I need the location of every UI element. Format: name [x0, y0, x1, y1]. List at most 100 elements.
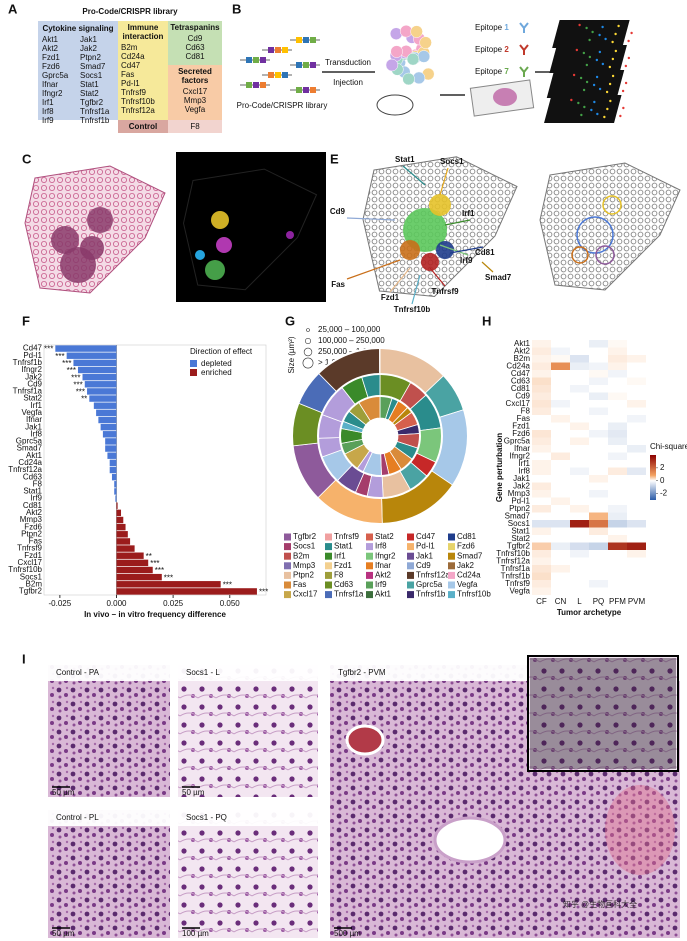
heat-cell	[589, 340, 608, 348]
signal	[585, 26, 588, 30]
legend-swatch	[284, 571, 291, 579]
heat-cell	[627, 557, 646, 565]
tumor-region	[436, 241, 454, 259]
legend-swatch	[190, 360, 197, 367]
x-tick-label: 0.025	[163, 599, 184, 608]
image-title: Socs1 - PQ	[186, 813, 227, 822]
legend-swatch	[366, 581, 373, 589]
bar	[116, 502, 118, 509]
signal	[596, 112, 599, 116]
heat-cell	[551, 572, 570, 580]
bar	[109, 466, 117, 474]
heat-cell	[627, 362, 646, 370]
heat-cell	[589, 497, 608, 505]
heat-cell	[532, 370, 551, 378]
y-tick-label: Ifngr2	[22, 365, 43, 374]
gene: Fzd6	[42, 62, 60, 71]
legend-swatch	[366, 543, 373, 551]
heat-cell	[589, 445, 608, 453]
y-tick-label: Gprc5a	[16, 437, 43, 446]
bar	[96, 409, 117, 417]
heat-cell	[589, 437, 608, 445]
legend-label: Pd-l1	[416, 542, 435, 551]
heat-cell	[589, 572, 608, 580]
legend-swatch	[325, 581, 332, 589]
y-tick-label: Cd9	[27, 379, 42, 388]
tumor-region	[400, 240, 420, 260]
significance: **	[81, 395, 87, 404]
gene-label: Socs1	[440, 157, 464, 166]
pointer	[389, 267, 411, 293]
vector-segment	[282, 72, 288, 78]
heat-cell	[532, 430, 551, 438]
row-label: Irf1	[518, 459, 530, 468]
heat-cell	[551, 557, 570, 565]
heat-cell	[551, 535, 570, 543]
bar	[107, 452, 117, 459]
signal	[583, 105, 586, 109]
gene-label: Irf1	[462, 209, 475, 218]
y-tick-label: Tnfrsf1a	[13, 387, 43, 396]
panel-letter: G	[285, 313, 295, 328]
bar	[114, 481, 117, 488]
gene: Socs1	[80, 71, 103, 80]
legend-swatch	[284, 543, 291, 551]
image-title: Control - PL	[56, 813, 99, 822]
cell-secreted	[168, 65, 222, 120]
signal	[577, 101, 580, 105]
legend-swatch	[366, 552, 373, 560]
pointer	[449, 246, 484, 254]
epitope-number: 2	[504, 45, 509, 54]
heat-cell	[551, 587, 570, 595]
signal	[621, 89, 625, 93]
bar	[116, 566, 153, 574]
title-bg	[48, 665, 170, 681]
heat-cell	[570, 467, 589, 475]
heat-cell	[627, 437, 646, 445]
cell	[417, 50, 431, 63]
group-heading: factors	[182, 76, 209, 85]
row-label: Akt2	[514, 346, 531, 355]
row-label: Tnfrsf10b	[496, 549, 530, 558]
heat-cell	[551, 355, 570, 363]
legend-swatch	[284, 552, 291, 560]
image-title: Control - PA	[56, 668, 100, 677]
heat-cell	[608, 400, 627, 408]
row-label: Smad7	[505, 511, 531, 520]
bar	[98, 416, 117, 424]
heat-cell	[608, 370, 627, 378]
heat-cell	[627, 422, 646, 430]
legend-label: Stat1	[334, 542, 353, 551]
signal	[627, 39, 630, 43]
signal	[617, 24, 620, 28]
significance: ***	[73, 380, 82, 389]
heat-cell	[608, 407, 627, 415]
epitope-label: Epitope 2	[475, 45, 509, 54]
heat-cell	[589, 422, 608, 430]
heat-cell	[589, 452, 608, 460]
heat-cell	[627, 505, 646, 513]
tumor-outline	[595, 245, 615, 265]
heat-cell	[589, 550, 608, 558]
group-heading: interaction	[123, 32, 164, 41]
vector-segment	[310, 37, 316, 43]
heat-cell	[532, 535, 551, 543]
ring	[339, 395, 421, 477]
bar	[100, 423, 117, 431]
heat-cell	[532, 355, 551, 363]
y-tick-label: Fzd1	[24, 551, 42, 560]
size-symbol	[303, 347, 313, 357]
heat-cell	[532, 512, 551, 520]
legend-swatch	[448, 562, 455, 570]
legend-label: Mmp3	[293, 561, 316, 570]
epitope-number: 1	[504, 23, 509, 32]
cell	[399, 24, 413, 38]
pointer	[439, 167, 449, 196]
cell	[419, 36, 432, 49]
heat-cell	[627, 445, 646, 453]
row-label: Cd9	[515, 391, 530, 400]
row-label: Ifngr2	[510, 451, 531, 460]
signal	[598, 87, 602, 91]
airway	[433, 816, 507, 864]
y-tick-label: Stat2	[23, 394, 42, 403]
